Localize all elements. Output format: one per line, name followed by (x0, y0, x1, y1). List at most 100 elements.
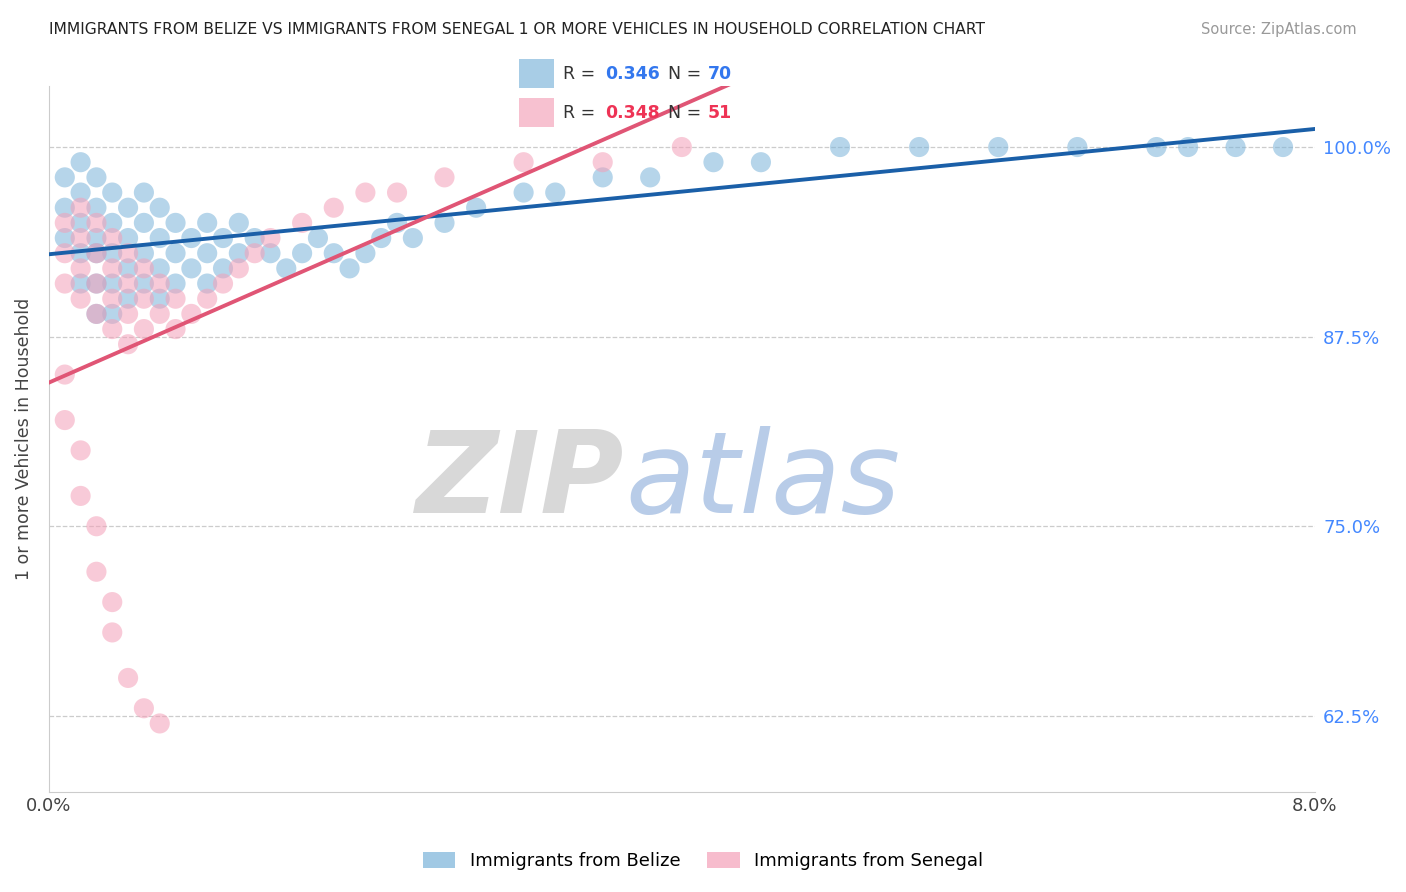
Point (132, 277, 155, 291)
Point (149, 277, 172, 291)
Point (512, 186, 534, 200)
Point (228, 246, 250, 260)
Text: 70: 70 (707, 65, 733, 83)
Point (101, 292, 124, 306)
Point (322, 201, 344, 215)
Point (291, 246, 314, 260)
Point (339, 261, 361, 276)
Text: Source: ZipAtlas.com: Source: ZipAtlas.com (1201, 22, 1357, 37)
Point (1146, 140, 1168, 154)
Point (86, 201, 108, 215)
Y-axis label: 1 or more Vehicles in Household: 1 or more Vehicles in Household (15, 298, 32, 580)
Point (370, 231, 392, 245)
Point (243, 246, 266, 260)
Point (69, 489, 91, 503)
Point (101, 322, 124, 336)
Point (259, 231, 281, 245)
Text: 0.346: 0.346 (605, 65, 659, 83)
Point (402, 231, 425, 245)
Text: 51: 51 (707, 103, 733, 121)
Point (86, 307, 108, 321)
Point (592, 170, 614, 185)
Point (987, 140, 1010, 154)
Point (165, 277, 187, 291)
Point (291, 216, 314, 230)
Point (908, 140, 931, 154)
Point (322, 246, 344, 260)
Bar (519, 98, 554, 128)
Point (53, 170, 76, 185)
Point (69, 186, 91, 200)
Point (465, 201, 488, 215)
Point (259, 246, 281, 260)
Point (385, 216, 408, 230)
Point (101, 246, 124, 260)
Point (69, 216, 91, 230)
Point (117, 246, 139, 260)
Point (195, 277, 218, 291)
Point (180, 231, 202, 245)
Point (165, 216, 187, 230)
Point (165, 292, 187, 306)
Point (180, 307, 202, 321)
Point (307, 231, 329, 245)
Text: 0.348: 0.348 (605, 103, 659, 121)
Point (433, 170, 456, 185)
Point (276, 261, 298, 276)
Point (195, 216, 218, 230)
Point (512, 155, 534, 169)
Point (69, 231, 91, 245)
Point (354, 186, 377, 200)
Point (101, 625, 124, 640)
Point (132, 246, 155, 260)
Point (195, 292, 218, 306)
Point (212, 261, 235, 276)
Point (544, 186, 567, 200)
Point (749, 155, 772, 169)
Point (149, 261, 172, 276)
Point (117, 201, 139, 215)
Point (53, 246, 76, 260)
Point (69, 201, 91, 215)
Point (195, 246, 218, 260)
Point (86, 277, 108, 291)
Point (86, 565, 108, 579)
Point (702, 155, 724, 169)
Point (828, 140, 851, 154)
Point (132, 216, 155, 230)
Point (69, 277, 91, 291)
Point (149, 716, 172, 731)
Point (1066, 140, 1088, 154)
Point (638, 170, 661, 185)
Point (180, 261, 202, 276)
Bar (519, 60, 554, 88)
Text: R =: R = (562, 103, 600, 121)
Point (53, 216, 76, 230)
Point (165, 246, 187, 260)
Point (69, 246, 91, 260)
Point (132, 322, 155, 336)
Point (117, 307, 139, 321)
Point (101, 277, 124, 291)
Point (101, 307, 124, 321)
Text: IMMIGRANTS FROM BELIZE VS IMMIGRANTS FROM SENEGAL 1 OR MORE VEHICLES IN HOUSEHOL: IMMIGRANTS FROM BELIZE VS IMMIGRANTS FRO… (49, 22, 986, 37)
Point (1177, 140, 1199, 154)
Point (69, 292, 91, 306)
Point (101, 595, 124, 609)
Text: atlas: atlas (624, 425, 900, 537)
Point (228, 216, 250, 230)
Point (228, 261, 250, 276)
Point (592, 155, 614, 169)
Point (53, 231, 76, 245)
Point (101, 186, 124, 200)
Point (86, 519, 108, 533)
Point (101, 231, 124, 245)
Point (149, 231, 172, 245)
Point (117, 292, 139, 306)
Point (86, 307, 108, 321)
Point (53, 413, 76, 427)
Point (149, 201, 172, 215)
Point (212, 231, 235, 245)
Point (433, 216, 456, 230)
Text: ZIP: ZIP (416, 425, 624, 537)
